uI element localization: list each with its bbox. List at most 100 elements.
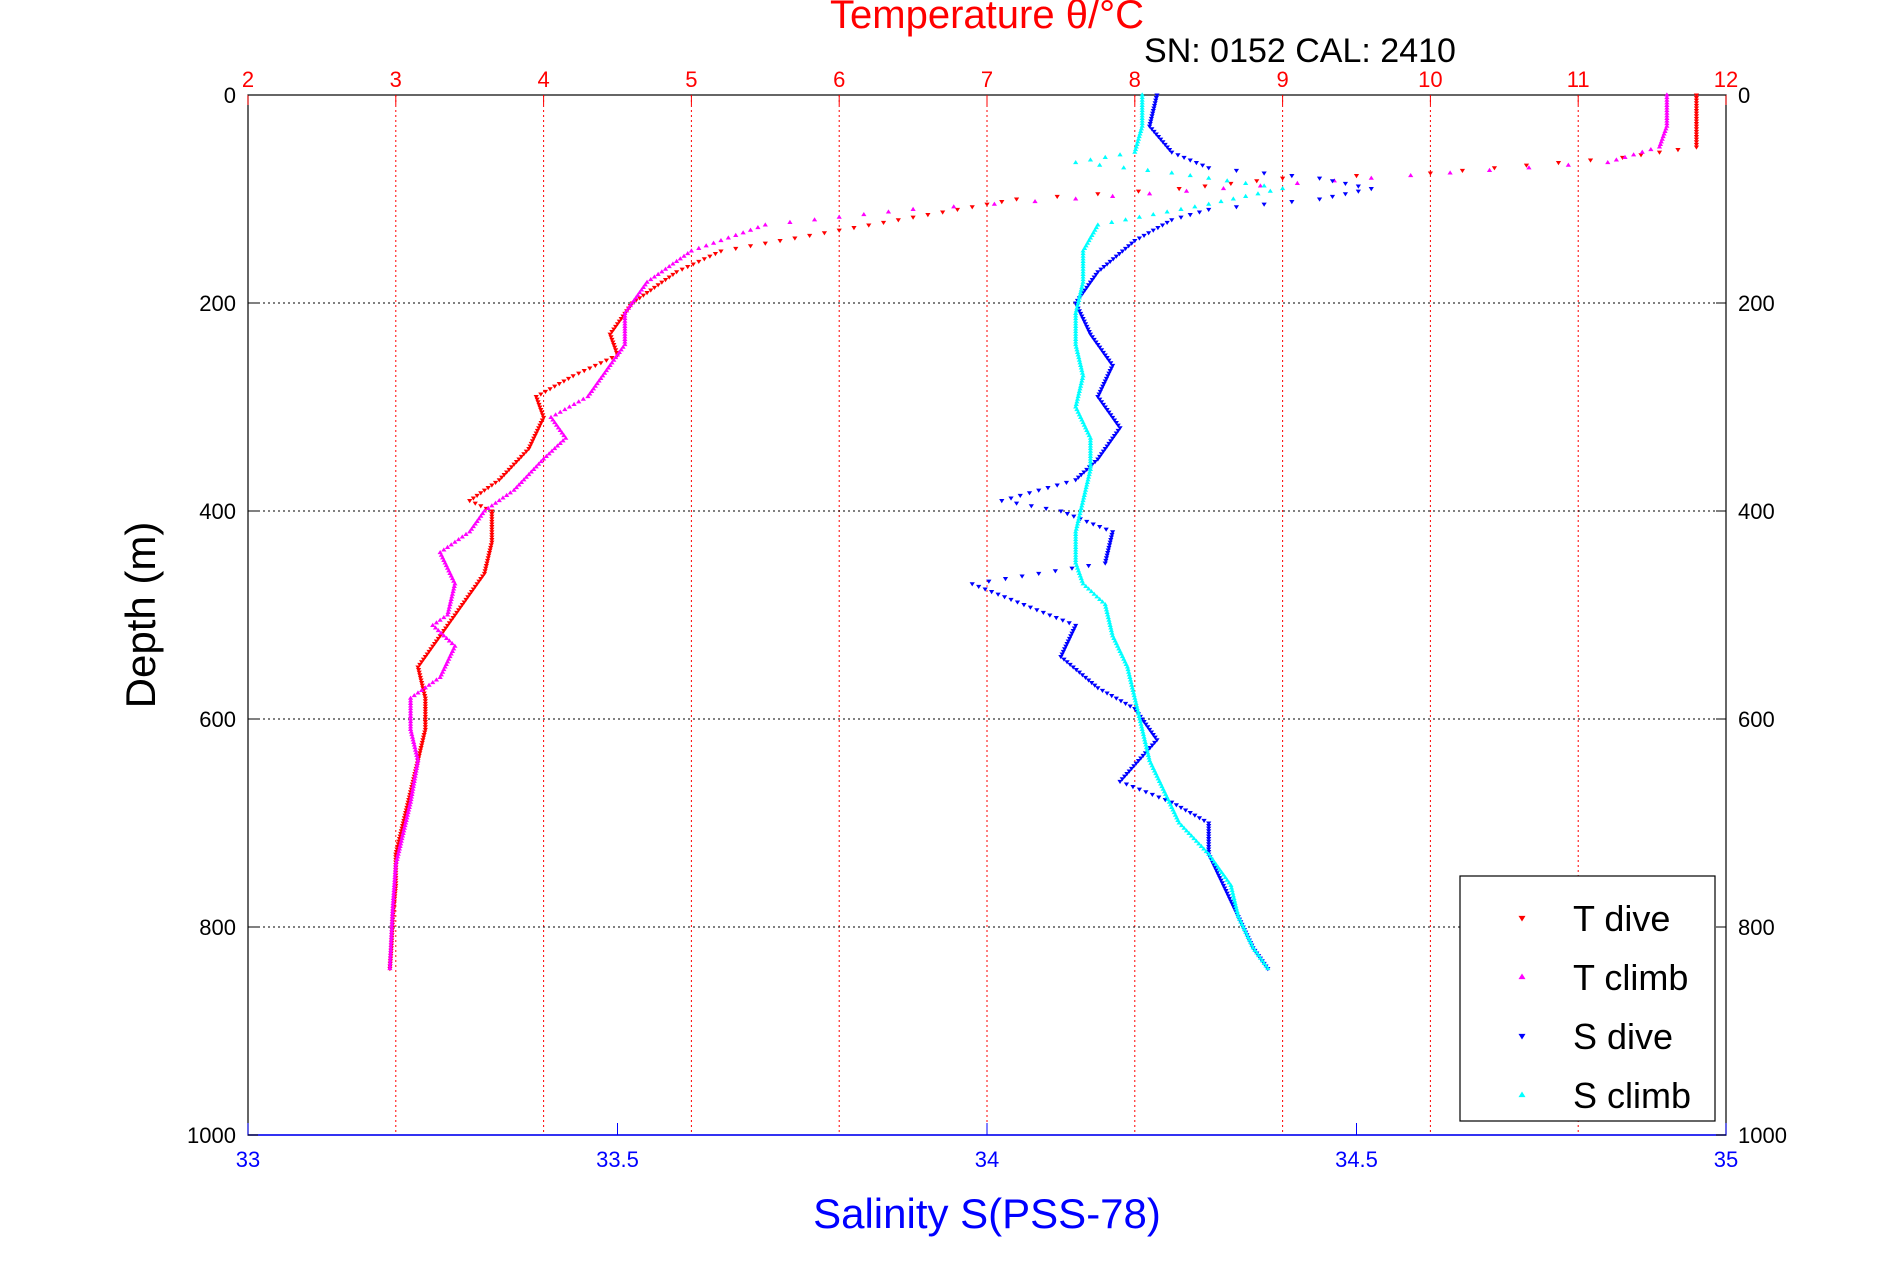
data-point xyxy=(1693,124,1700,129)
data-point xyxy=(1228,885,1235,890)
data-point xyxy=(624,308,630,313)
data-point xyxy=(1176,187,1182,192)
data-point xyxy=(415,665,421,670)
data-point xyxy=(1183,808,1189,813)
data-point xyxy=(989,590,995,595)
data-point xyxy=(407,719,414,724)
data-point xyxy=(1173,803,1179,808)
data-point xyxy=(1664,118,1670,123)
data-point xyxy=(448,542,454,547)
data-point xyxy=(662,266,669,271)
data-point xyxy=(467,499,473,504)
data-point xyxy=(1664,92,1670,97)
data-point xyxy=(1080,271,1086,276)
data-point xyxy=(390,895,396,900)
data-point xyxy=(414,763,420,768)
data-point xyxy=(1664,102,1670,107)
data-point xyxy=(1243,180,1249,185)
data-point xyxy=(484,561,490,566)
data-point xyxy=(488,545,494,550)
data-point xyxy=(1294,180,1300,185)
data-point xyxy=(1139,102,1145,107)
data-point xyxy=(387,953,394,958)
data-point xyxy=(991,201,997,206)
top-axis-tick-label: 9 xyxy=(1276,67,1288,92)
data-point xyxy=(1138,721,1144,726)
data-point xyxy=(1103,376,1110,381)
data-point xyxy=(1100,402,1106,407)
data-point xyxy=(474,582,480,587)
data-point xyxy=(659,280,665,285)
data-point xyxy=(1145,725,1151,730)
data-point xyxy=(1526,165,1532,170)
data-point xyxy=(629,300,635,305)
data-point xyxy=(1129,241,1135,246)
data-point xyxy=(1091,275,1097,280)
data-point xyxy=(1054,194,1060,199)
data-point xyxy=(523,449,529,454)
data-point xyxy=(389,919,395,924)
data-point xyxy=(1146,755,1152,760)
data-point xyxy=(1228,882,1234,887)
data-point xyxy=(563,435,569,440)
data-point xyxy=(1222,875,1228,880)
data-point xyxy=(1155,135,1162,140)
data-point xyxy=(1073,526,1079,531)
data-point xyxy=(1135,711,1142,716)
data-point xyxy=(428,647,434,652)
data-point xyxy=(478,491,484,496)
data-point xyxy=(1073,160,1079,165)
data-point xyxy=(1156,795,1162,800)
data-point xyxy=(1355,189,1361,194)
data-point xyxy=(1080,258,1086,263)
data-point xyxy=(1355,184,1361,189)
data-point xyxy=(389,911,396,916)
data-point xyxy=(407,726,414,731)
data-point xyxy=(613,350,620,355)
data-point xyxy=(1146,231,1152,236)
data-point xyxy=(1079,578,1085,583)
data-point xyxy=(448,599,454,604)
data-point xyxy=(616,319,622,324)
data-point xyxy=(1108,535,1114,540)
data-point xyxy=(534,397,540,402)
data-point xyxy=(1077,360,1083,365)
data-point xyxy=(1211,859,1217,864)
data-point xyxy=(1154,93,1160,98)
data-point xyxy=(422,655,428,660)
data-point xyxy=(1094,594,1100,599)
data-point xyxy=(1075,518,1081,523)
data-point xyxy=(1149,114,1155,119)
data-point xyxy=(422,725,428,730)
data-point xyxy=(1116,252,1123,257)
data-point xyxy=(448,596,454,601)
data-point xyxy=(1106,617,1112,622)
data-point xyxy=(982,587,988,592)
data-point xyxy=(472,584,478,589)
data-point xyxy=(1075,300,1081,305)
data-point xyxy=(1136,236,1143,241)
data-point xyxy=(1215,873,1222,878)
data-point xyxy=(895,218,901,223)
data-point xyxy=(1150,111,1156,116)
data-point xyxy=(521,452,527,457)
data-point xyxy=(1076,670,1082,675)
data-point xyxy=(1233,168,1240,173)
data-point xyxy=(437,617,443,622)
data-point xyxy=(489,522,495,527)
data-point xyxy=(1613,157,1619,162)
data-point xyxy=(1079,314,1085,319)
data-point xyxy=(1658,139,1664,144)
data-point xyxy=(1034,608,1040,613)
data-point xyxy=(1124,664,1131,669)
data-point xyxy=(419,743,425,748)
data-point xyxy=(1139,110,1145,115)
data-point xyxy=(1087,280,1094,285)
data-point xyxy=(499,475,505,480)
data-point xyxy=(1209,856,1215,861)
data-point xyxy=(566,404,573,409)
data-point xyxy=(389,914,395,919)
data-point xyxy=(444,612,451,617)
bottom-axis-tick-label: 35 xyxy=(1714,1147,1738,1172)
data-point xyxy=(1693,132,1700,137)
